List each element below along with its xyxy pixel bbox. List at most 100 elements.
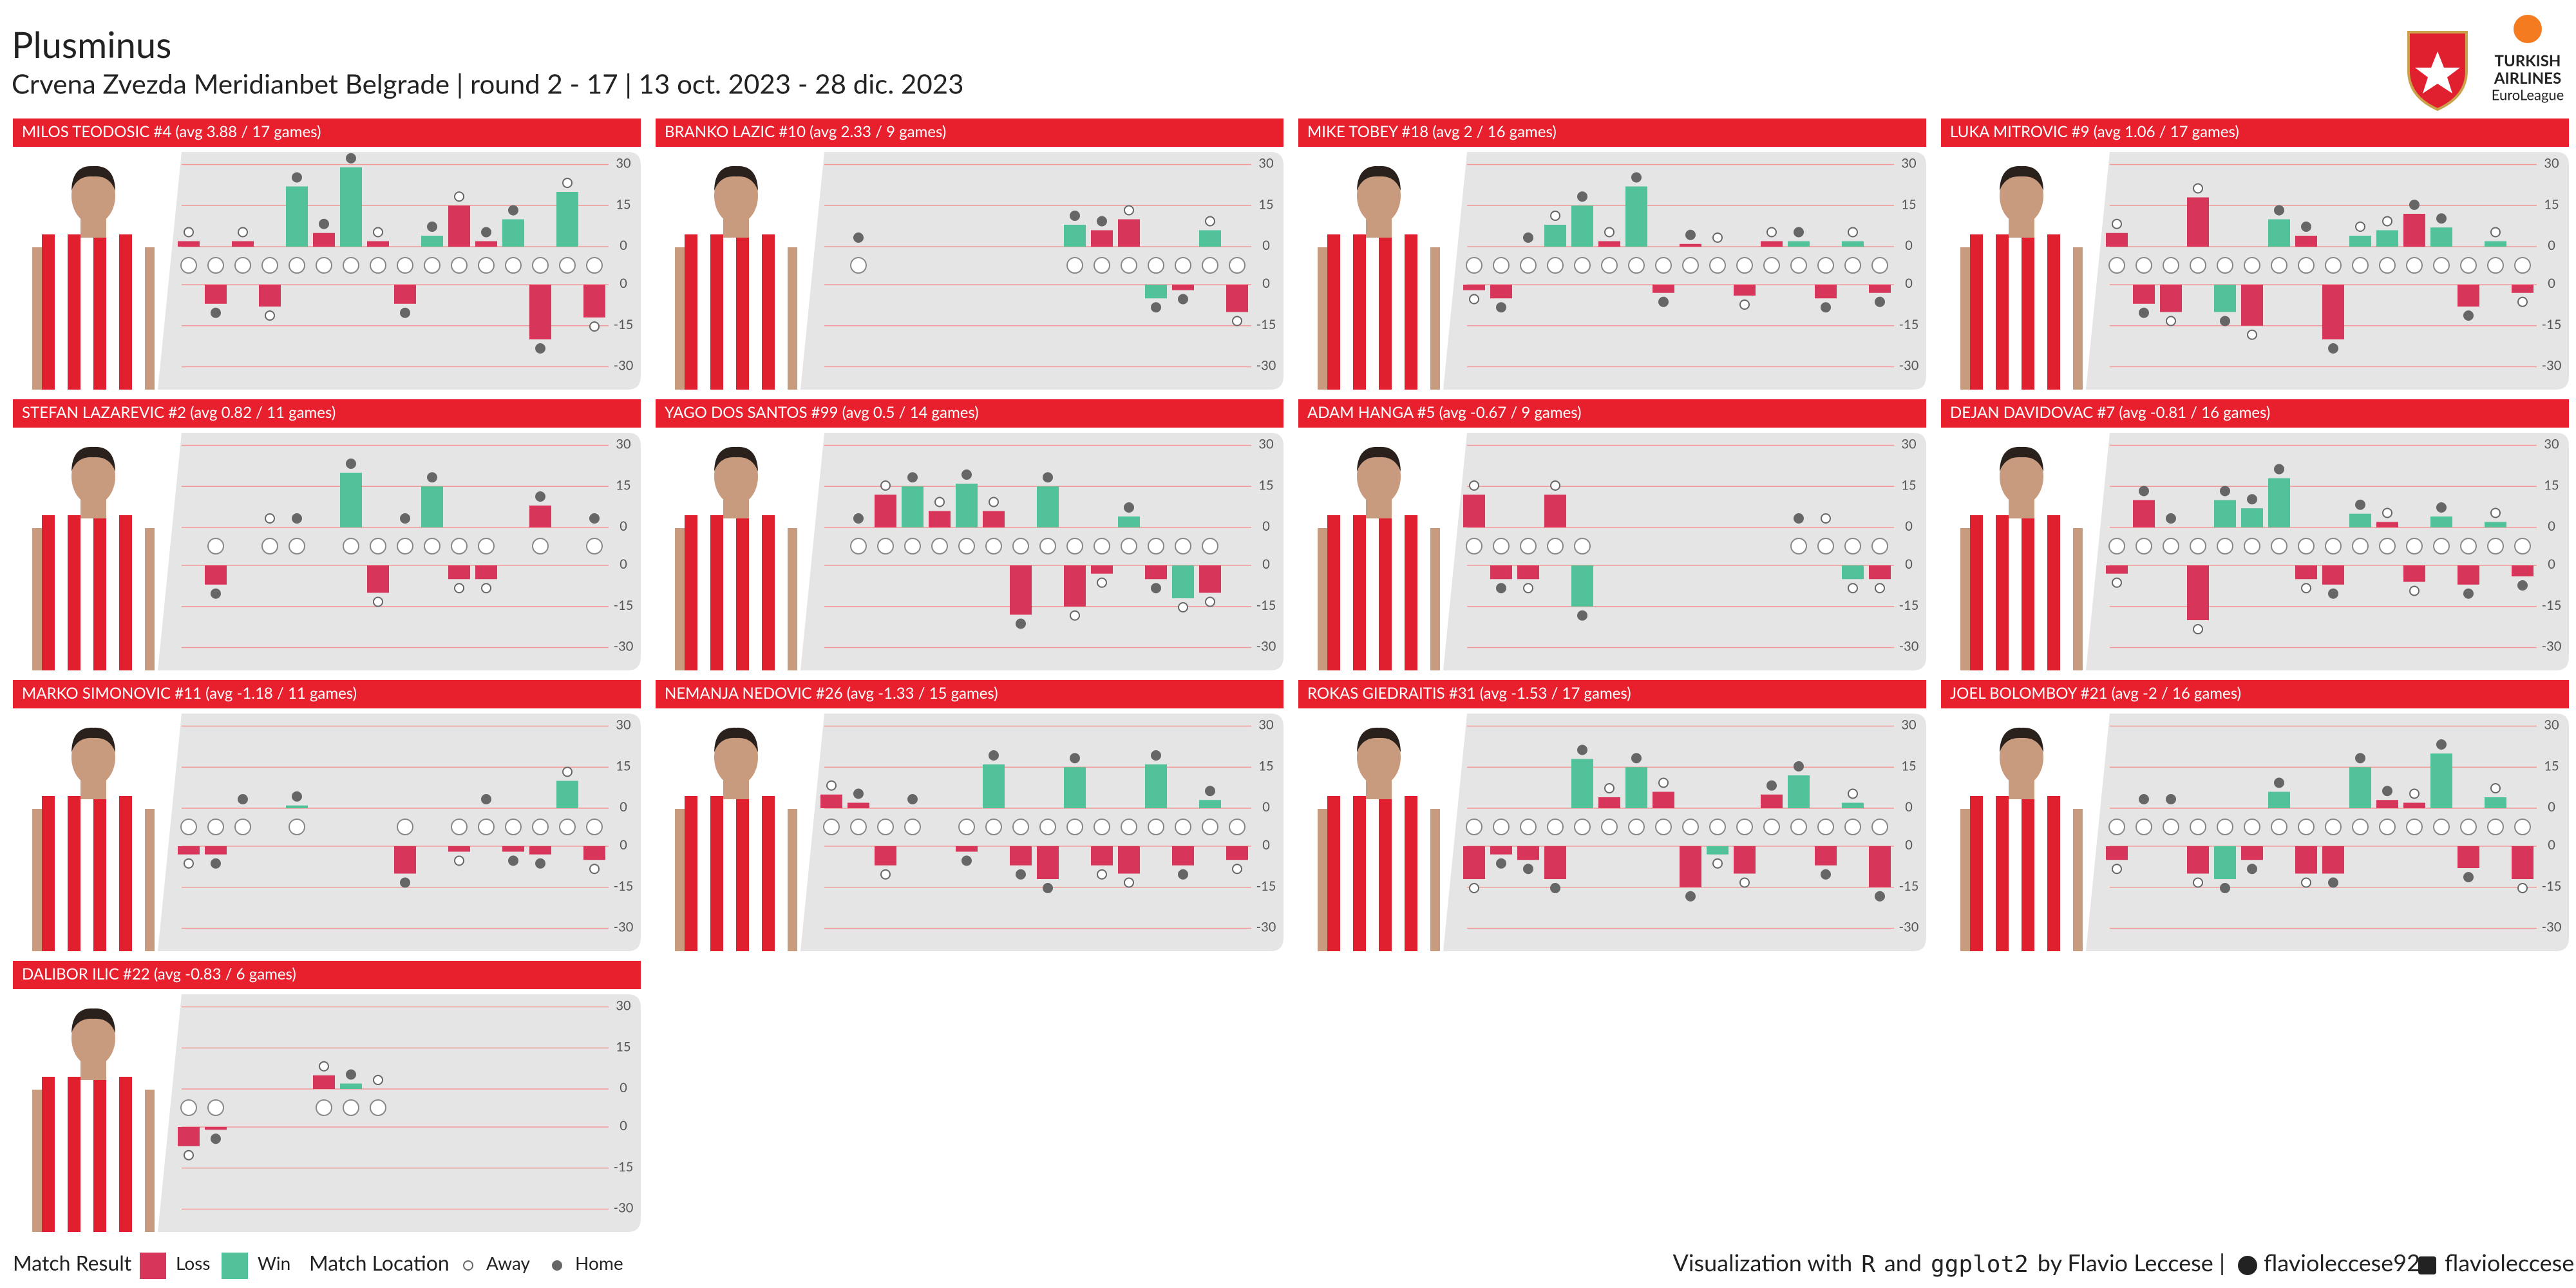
team-logo: [1709, 819, 1726, 835]
y-tick-label: -30: [1256, 639, 1276, 654]
bar: [448, 565, 470, 580]
bar: [1815, 285, 1837, 299]
photo-jersey-stripe: [749, 515, 762, 670]
team-logo: [532, 538, 549, 554]
bar: [848, 802, 869, 808]
y-tick-label: -15: [1256, 878, 1276, 894]
panel-title: ADAM HANGA #5 (avg -0.67 / 9 games): [1307, 403, 1582, 422]
bar: [421, 236, 443, 247]
location-dot: [2328, 588, 2338, 599]
team-logo: [2460, 538, 2477, 554]
photo-jersey-stripe: [1353, 515, 1366, 670]
bar: [875, 495, 896, 527]
location-dot: [2220, 486, 2230, 497]
location-dot: [346, 459, 356, 469]
photo-jersey-stripe: [106, 515, 119, 670]
location-dot: [2112, 218, 2122, 229]
photo-head: [1357, 167, 1401, 224]
photo-head: [1357, 729, 1401, 786]
photo-jersey-stripe: [2009, 796, 2022, 951]
bar: [583, 846, 605, 860]
bar: [556, 781, 578, 808]
team-logo: [904, 819, 921, 835]
team-logo: [1493, 257, 1510, 274]
y-tick-label: 15: [1258, 196, 1273, 212]
location-dot: [2436, 502, 2447, 513]
photo-jersey-stripe: [1340, 515, 1353, 670]
photo-jersey-stripe: [762, 234, 775, 390]
team-logo: [2379, 819, 2396, 835]
team-logo: [1682, 819, 1699, 835]
bar: [2214, 846, 2236, 879]
team-logo: [2190, 819, 2206, 835]
team-logo: [451, 538, 468, 554]
y-tick-label: 15: [2544, 196, 2559, 212]
team-logo: [424, 538, 440, 554]
team-logo: [478, 257, 495, 274]
location-dot: [1794, 761, 1804, 772]
location-dot: [211, 307, 221, 318]
location-dot: [934, 497, 945, 507]
location-dot: [1205, 216, 1215, 227]
y-tick-label: 0: [1905, 238, 1913, 253]
location-dot: [961, 469, 972, 480]
bar: [1653, 791, 1674, 808]
bar: [475, 565, 497, 580]
y-tick-label: 30: [2544, 717, 2559, 733]
bar: [1010, 565, 1032, 615]
bar: [529, 846, 551, 855]
github-handle: flavioleccese92: [2264, 1248, 2420, 1276]
location-dot: [454, 583, 464, 594]
bar: [1869, 565, 1891, 580]
team-logo: [1202, 538, 1218, 554]
github-icon: [2238, 1256, 2257, 1275]
location-dot: [1496, 858, 1506, 869]
bar: [2485, 522, 2506, 527]
y-tick-label: -15: [614, 878, 634, 894]
photo-hair: [2000, 166, 2043, 191]
bar: [529, 506, 551, 527]
location-dot: [2166, 513, 2176, 524]
bar: [2268, 791, 2290, 808]
panel-title: DALIBOR ILIC #22 (avg -0.83 / 6 games): [22, 965, 296, 983]
location-dot: [2193, 183, 2203, 194]
location-dot: [2382, 507, 2392, 518]
photo-jersey-stripe: [2047, 515, 2060, 670]
panel-header: [13, 118, 641, 147]
team-logo: [1844, 257, 1861, 274]
bar: [340, 167, 362, 247]
photo-hair: [714, 727, 758, 752]
bar: [1734, 846, 1756, 874]
bar: [286, 186, 308, 247]
location-dot: [1631, 753, 1642, 764]
team-logo: [2190, 257, 2206, 274]
photo-hair: [714, 446, 758, 471]
bar: [421, 486, 443, 527]
y-tick-label: 15: [1901, 477, 1916, 493]
photo-jersey-stripe: [2047, 796, 2060, 951]
photo-jersey-stripe: [1366, 234, 1379, 390]
photo-jersey-stripe: [68, 1077, 80, 1232]
y-tick-label: 30: [616, 437, 630, 452]
team-logo: [1039, 538, 1056, 554]
team-logo: [397, 538, 413, 554]
bar: [1064, 565, 1086, 607]
photo-head: [714, 167, 758, 224]
photo-jersey-stripe: [1392, 234, 1405, 390]
bar: [2512, 846, 2533, 879]
team-logo: [850, 257, 867, 274]
location-dot: [1016, 618, 1026, 629]
bar: [2403, 214, 2425, 247]
photo-jersey-stripe: [2060, 796, 2073, 951]
photo-jersey-stripe: [697, 515, 710, 670]
location-dot: [2463, 872, 2474, 882]
legend-dot: [463, 1260, 473, 1271]
y-tick-label: 0: [1905, 518, 1913, 534]
team-logo: [2163, 819, 2179, 835]
bar: [1571, 565, 1593, 607]
location-dot: [1712, 858, 1723, 869]
bar: [1118, 846, 1140, 874]
photo-hair: [2000, 727, 2043, 752]
location-dot: [2301, 222, 2311, 232]
y-tick-label: 0: [620, 1080, 627, 1095]
